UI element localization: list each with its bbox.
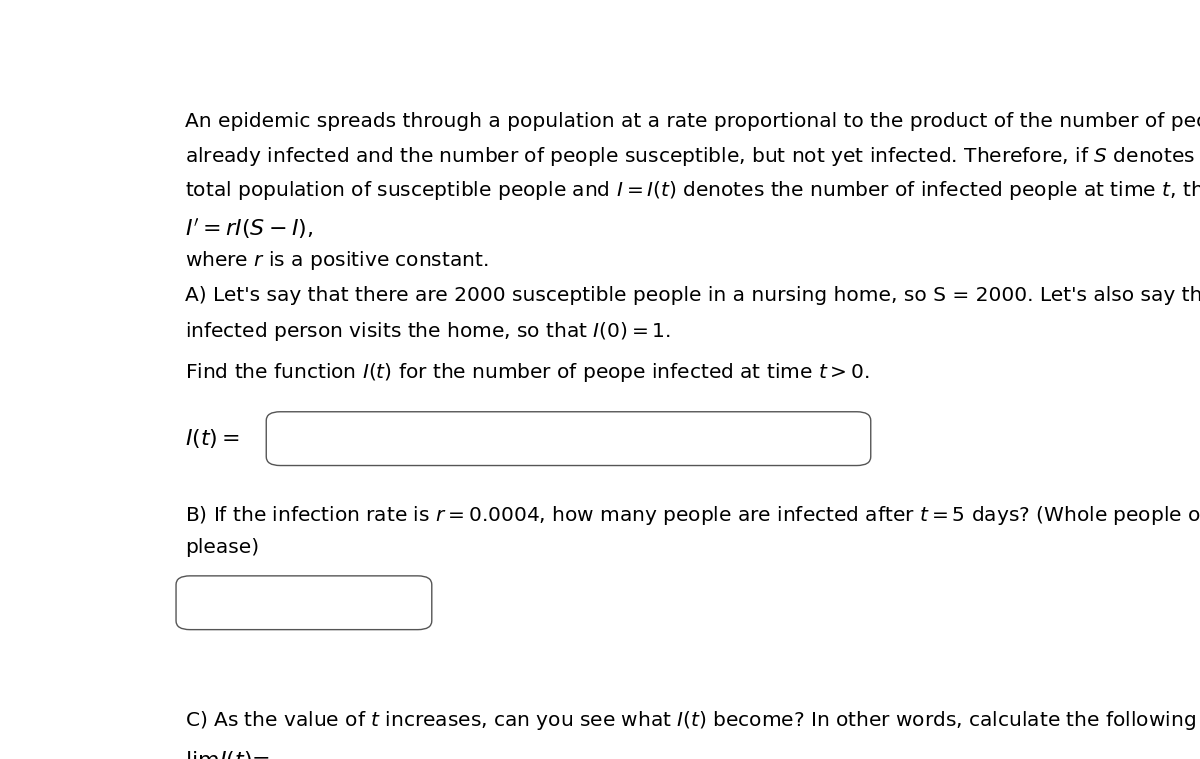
Text: where $r$ is a positive constant.: where $r$ is a positive constant. bbox=[185, 249, 488, 272]
Text: $I(t) =$: $I(t) =$ bbox=[185, 427, 240, 450]
Text: B) If the infection rate is $r = 0.0004$, how many people are infected after $t : B) If the infection rate is $r = 0.0004$… bbox=[185, 504, 1200, 527]
Text: A) Let's say that there are 2000 susceptible people in a nursing home, so S = 20: A) Let's say that there are 2000 suscept… bbox=[185, 286, 1200, 305]
Text: C) As the value of $t$ increases, can you see what $I(t)$ become? In other words: C) As the value of $t$ increases, can yo… bbox=[185, 709, 1200, 732]
Text: already infected and the number of people susceptible, but not yet infected. The: already infected and the number of peopl… bbox=[185, 146, 1200, 168]
Text: $\lim_{t\to\infty} I(t) =$: $\lim_{t\to\infty} I(t) =$ bbox=[185, 749, 270, 759]
Text: infected person visits the home, so that $I(0) = 1.$: infected person visits the home, so that… bbox=[185, 320, 671, 343]
FancyBboxPatch shape bbox=[322, 741, 666, 759]
FancyBboxPatch shape bbox=[266, 411, 871, 465]
Text: An epidemic spreads through a population at a rate proportional to the product o: An epidemic spreads through a population… bbox=[185, 112, 1200, 131]
FancyBboxPatch shape bbox=[176, 576, 432, 630]
Text: $I'= rI(S - I),$: $I'= rI(S - I),$ bbox=[185, 216, 313, 241]
Text: Find the function $I(t)$ for the number of peope infected at time $t > 0.$: Find the function $I(t)$ for the number … bbox=[185, 361, 870, 384]
Text: please): please) bbox=[185, 537, 259, 556]
Text: total population of susceptible people and $I = I(t)$ denotes the number of infe: total population of susceptible people a… bbox=[185, 179, 1200, 203]
